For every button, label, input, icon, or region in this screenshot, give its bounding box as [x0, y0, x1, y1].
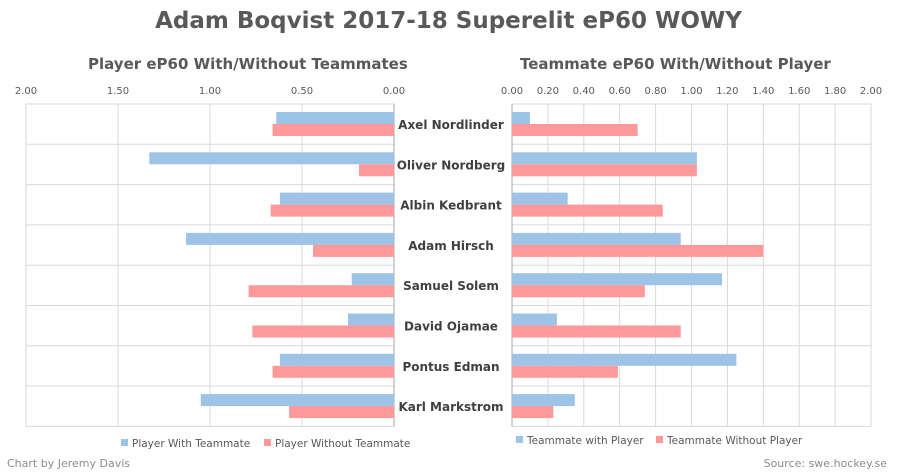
left-chart-title: Player eP60 With/Without Teammates	[88, 55, 408, 73]
left-bar-with-teammate	[200, 394, 394, 407]
right-tick-label: 1.00	[680, 86, 702, 97]
category-label: Albin Kedbrant	[400, 199, 502, 213]
right-bar-without-player	[512, 124, 638, 136]
legend-teammate-without-player-swatch	[656, 436, 663, 443]
left-bar-with-teammate	[351, 273, 394, 286]
right-bar-with-player	[512, 192, 568, 205]
legend-teammate-with-player-label: Teammate with Player	[526, 435, 644, 447]
left-tick-label: 1.50	[107, 86, 129, 97]
left-bar-without-teammate	[289, 406, 394, 419]
legend-player-with-teammate-label: Player With Teammate	[132, 438, 250, 450]
right-bar-with-player	[512, 353, 737, 366]
left-bar-with-teammate	[279, 192, 394, 205]
legend-teammate-with-player-swatch	[516, 436, 523, 443]
left-bar-without-teammate	[272, 124, 394, 136]
right-tick-label: 1.80	[824, 86, 846, 97]
right-tick-label: 0.00	[501, 86, 523, 97]
right-tick-label: 1.60	[788, 86, 810, 97]
chart-source: Source: swe.hockey.se	[763, 457, 887, 470]
right-tick-label: 0.40	[573, 86, 595, 97]
right-bar-without-player	[512, 204, 663, 217]
left-bar-without-teammate	[272, 365, 394, 378]
right-tick-label: 0.80	[644, 86, 666, 97]
chart-credit: Chart by Jeremy Davis	[7, 457, 131, 470]
right-bar-without-player	[512, 285, 645, 298]
right-tick-label: 1.40	[752, 86, 774, 97]
right-bar-without-player	[512, 244, 764, 257]
right-bar-without-player	[512, 365, 618, 378]
category-label: Pontus Edman	[402, 360, 499, 374]
right-tick-label: 2.00	[860, 86, 882, 97]
category-label: David Ojamae	[404, 320, 498, 334]
left-tick-label: 2.00	[15, 86, 37, 97]
left-bar-with-teammate	[149, 152, 394, 165]
right-bar-with-player	[512, 313, 557, 326]
right-bar-without-player	[512, 164, 697, 177]
right-tick-label: 1.20	[716, 86, 738, 97]
right-bar-with-player	[512, 232, 681, 245]
left-bar-with-teammate	[348, 313, 394, 326]
left-tick-label: 0.00	[383, 86, 405, 97]
category-label: Axel Nordlinder	[398, 118, 504, 132]
left-bar-without-teammate	[313, 244, 394, 257]
right-bar-without-player	[512, 325, 681, 338]
left-bar-with-teammate	[279, 353, 394, 366]
right-bar-without-player	[512, 406, 554, 419]
legend-teammate-without-player-label: Teammate Without Player	[666, 435, 803, 447]
left-bar-with-teammate	[276, 112, 394, 124]
right-tick-label: 0.60	[609, 86, 631, 97]
legend-player-without-teammate-swatch	[264, 439, 271, 446]
category-label: Oliver Nordberg	[397, 158, 506, 172]
legend-player-with-teammate-swatch	[121, 439, 128, 446]
left-tick-label: 1.00	[199, 86, 221, 97]
chart-title: Adam Boqvist 2017-18 Superelit eP60 WOWY	[155, 8, 742, 34]
left-bar-without-teammate	[252, 325, 394, 338]
left-bar-without-teammate	[248, 285, 394, 298]
legend-player-without-teammate-label: Player Without Teammate	[275, 438, 410, 450]
left-bar-with-teammate	[186, 232, 394, 245]
right-bar-with-player	[512, 112, 530, 124]
right-tick-label: 0.20	[537, 86, 559, 97]
right-bar-with-player	[512, 273, 723, 286]
category-label: Karl Markstrom	[398, 400, 503, 414]
left-bar-without-teammate	[359, 164, 394, 177]
right-bar-with-player	[512, 152, 697, 165]
category-label: Adam Hirsch	[408, 239, 494, 253]
right-bar-with-player	[512, 394, 575, 407]
left-tick-label: 0.50	[291, 86, 313, 97]
right-chart-title: Teammate eP60 With/Without Player	[520, 55, 831, 73]
category-label: Samuel Solem	[403, 279, 499, 293]
left-bar-without-teammate	[270, 204, 394, 217]
